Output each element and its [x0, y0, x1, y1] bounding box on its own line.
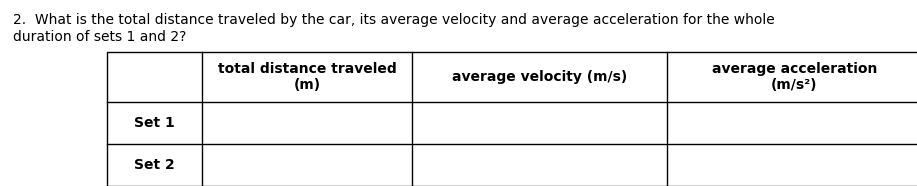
Bar	[107, 52, 917, 186]
Text: total distance traveled
(m): total distance traveled (m)	[217, 62, 396, 92]
Text: 2.  What is the total distance traveled by the car, its average velocity and ave: 2. What is the total distance traveled b…	[13, 13, 775, 27]
Text: average velocity (m/s): average velocity (m/s)	[452, 70, 627, 84]
Text: average acceleration
(m/s²): average acceleration (m/s²)	[712, 62, 878, 92]
Text: duration of sets 1 and 2?: duration of sets 1 and 2?	[13, 30, 186, 44]
Text: Set 1: Set 1	[134, 116, 175, 130]
Text: Set 2: Set 2	[134, 158, 175, 172]
